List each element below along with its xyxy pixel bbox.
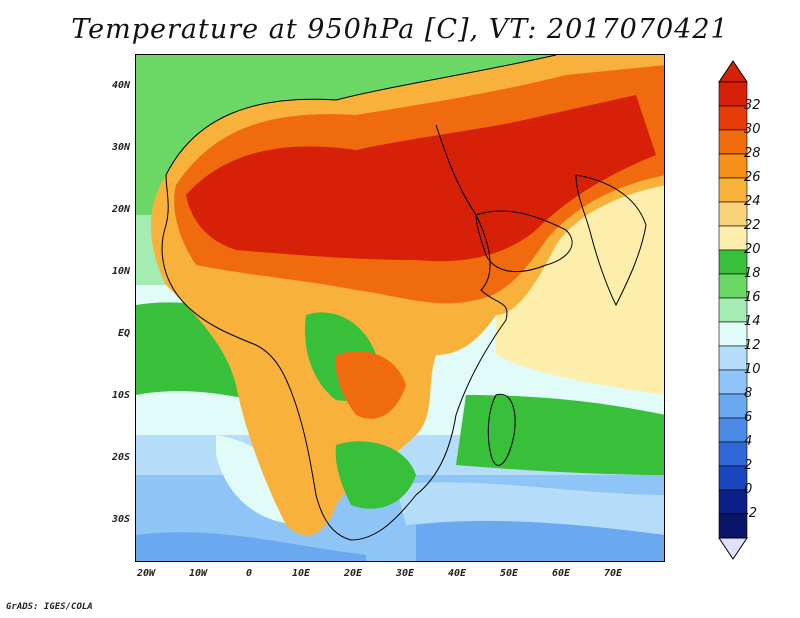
colorbar-tick-label: 32 [744, 98, 761, 113]
colorbar-segment [718, 249, 748, 275]
colorbar-under-triangle [718, 537, 748, 560]
colorbar-tick-label: 18 [744, 266, 761, 281]
colorbar-tick-label: 30 [744, 122, 761, 137]
colorbar-tick-label: -2 [744, 506, 757, 521]
lon-label: 30E [395, 568, 415, 579]
colorbar-tick-label: 24 [744, 194, 761, 209]
colorbar-segment [718, 129, 748, 155]
colorbar-segment [718, 273, 748, 299]
colorbar-tick-label: 2 [744, 458, 753, 473]
colorbar-segment [718, 201, 748, 227]
south-indian-light [396, 482, 664, 535]
southern-interior-hot [335, 351, 406, 419]
lon-label: 0 [245, 568, 253, 579]
lat-label: 30S [111, 514, 130, 525]
arabia-outline [475, 210, 573, 273]
land-hottest-zone [186, 95, 656, 262]
lon-label: 70E [603, 568, 623, 579]
lat-label: 10S [111, 390, 130, 401]
south-indian-cold [416, 520, 664, 561]
lat-label: 20N [111, 204, 130, 215]
colorbar-segment [718, 345, 748, 371]
colorbar-tick-label: 10 [744, 362, 761, 377]
colorbar-tick-label: 6 [744, 410, 753, 425]
lon-label: 20W [136, 568, 156, 579]
credit-text: GrADS: IGES/COLA [6, 602, 93, 612]
colorbar-segment [718, 513, 748, 539]
lat-label: EQ [117, 328, 130, 339]
colorbar-tick-label: 26 [744, 170, 761, 185]
india-outline [575, 174, 647, 307]
lat-label: 20S [111, 452, 130, 463]
map-title: Temperature at 950hPa [C], VT: 201707042… [71, 14, 729, 45]
colorbar-segment [718, 177, 748, 203]
colorbar-tick-label: 16 [744, 290, 761, 305]
colorbar-tick-label: 28 [744, 146, 761, 161]
colorbar-tick-label: 4 [744, 434, 753, 449]
colorbar-tick-label: 20 [744, 242, 761, 257]
colorbar-segment [718, 297, 748, 323]
lat-label: 10N [111, 266, 130, 277]
madagascar-outline [487, 393, 516, 466]
colorbar-segment [718, 153, 748, 179]
lon-label: 50E [499, 568, 519, 579]
colorbar-segment [718, 417, 748, 443]
lon-label: 60E [551, 568, 571, 579]
colorbar-segment [718, 105, 748, 131]
colorbar-tick-label: 0 [744, 482, 753, 497]
colorbar-segment [718, 393, 748, 419]
lat-label: 30N [111, 142, 130, 153]
lon-label: 10W [188, 568, 208, 579]
temperature-map [135, 54, 665, 562]
colorbar [718, 60, 748, 560]
lon-label: 20E [343, 568, 363, 579]
colorbar-tick-label: 12 [744, 338, 761, 353]
temperature-field [136, 55, 664, 561]
colorbar-tick-label: 22 [744, 218, 761, 233]
south-atlantic-cold [136, 532, 366, 561]
africa-coastline [161, 55, 557, 541]
colorbar-tick-label: 8 [744, 386, 753, 401]
colorbar-segment [718, 441, 748, 467]
colorbar-segment [718, 321, 748, 347]
colorbar-tick-label: 14 [744, 314, 761, 329]
colorbar-over-triangle [718, 60, 748, 83]
lon-label: 10E [291, 568, 311, 579]
lat-label: 40N [111, 80, 130, 91]
colorbar-segment [718, 489, 748, 515]
south-africa-green [335, 441, 416, 509]
colorbar-segment [718, 225, 748, 251]
lon-label: 40E [447, 568, 467, 579]
colorbar-segment [718, 369, 748, 395]
colorbar-segment [718, 81, 748, 107]
colorbar-segment [718, 465, 748, 491]
